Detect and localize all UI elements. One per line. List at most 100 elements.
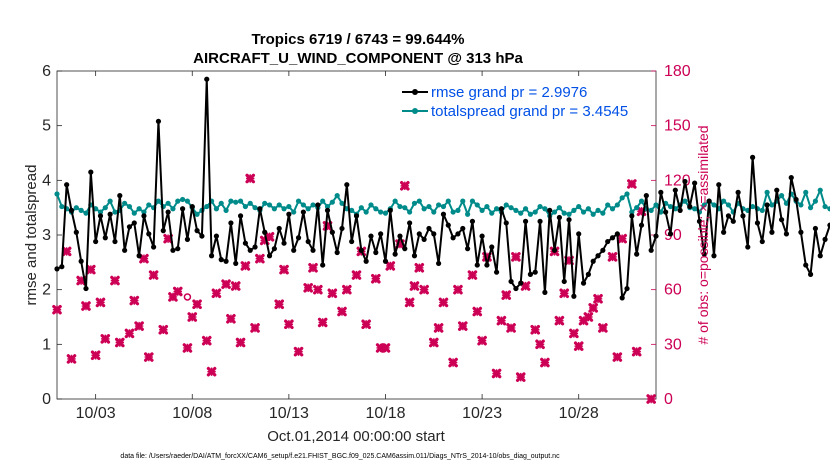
rmse-point	[184, 236, 191, 242]
rmse-point	[136, 253, 142, 259]
totalspread-point	[363, 209, 369, 215]
obs-assimilated-marker	[506, 323, 516, 333]
obs-assimilated-marker	[371, 273, 381, 284]
rmse-point	[667, 231, 674, 237]
y-right-tick-label: 0	[664, 391, 673, 408]
obs-assimilated-marker	[337, 306, 347, 317]
totalspread-point	[218, 200, 224, 206]
obs-assimilated-plus	[439, 298, 448, 307]
totalspread-point	[252, 205, 258, 211]
rmse-point	[605, 238, 611, 245]
y-axis-right-label: # of obs: o=possible; ×=assimilated	[695, 125, 711, 344]
obs-assimilated-marker	[433, 323, 444, 333]
obs-assimilated-plus	[188, 312, 197, 322]
y-left-tick-label: 2	[42, 282, 51, 299]
totalspread-point	[474, 202, 480, 208]
obs-assimilated-marker	[593, 293, 603, 304]
totalspread-point	[701, 202, 707, 208]
obs-assimilated-marker	[255, 253, 265, 264]
obs-assimilated-marker	[226, 314, 236, 324]
rmse-point	[716, 182, 722, 188]
obs-assimilated-plus	[226, 314, 236, 324]
obs-assimilated-plus	[497, 316, 506, 325]
obs-assimilated-plus	[313, 285, 323, 294]
totalspread-point	[397, 203, 403, 210]
rmse-point	[102, 235, 108, 241]
totalspread-point	[295, 198, 302, 204]
rmse-point	[117, 193, 123, 199]
rmse-point	[532, 269, 538, 275]
rmse-point	[334, 249, 340, 256]
totalspread-point	[305, 206, 311, 212]
rmse-point	[344, 182, 350, 188]
rmse-point	[59, 264, 65, 270]
obs-assimilated-marker	[303, 283, 313, 293]
obs-assimilated-marker	[554, 315, 565, 326]
totalspread-point	[624, 191, 630, 197]
rmse-point	[745, 244, 751, 250]
rmse-point	[595, 253, 601, 259]
totalspread-point	[402, 205, 408, 211]
obs-assimilated-plus	[506, 323, 516, 333]
obs-assimilated-plus	[159, 325, 168, 334]
y-left-tick-label: 5	[42, 118, 51, 135]
rmse-point	[740, 213, 746, 219]
obs-assimilated-plus	[168, 292, 178, 302]
totalspread-point	[648, 207, 654, 213]
chart-title-line1: Tropics 6719 / 6743 = 99.644%	[251, 31, 464, 48]
y-right-tick-label: 30	[664, 336, 682, 353]
rmse-point	[778, 217, 785, 223]
obs-assimilated-plus	[144, 352, 153, 362]
rmse-point	[266, 253, 273, 259]
obs-assimilated-marker	[52, 304, 62, 315]
rmse-point	[208, 253, 215, 259]
totalspread-point	[286, 203, 292, 210]
rmse-point	[392, 251, 398, 257]
obs-assimilated-marker	[81, 301, 91, 311]
obs-assimilated-plus	[613, 352, 622, 362]
rmse-point	[556, 214, 562, 221]
y-left-tick-label: 1	[42, 336, 51, 353]
rmse-point	[735, 189, 741, 195]
obs-assimilated-plus	[516, 372, 525, 382]
rmse-point	[242, 240, 248, 246]
rmse-point	[271, 246, 277, 252]
totalspread-point	[527, 211, 534, 217]
rmse-point	[179, 206, 186, 212]
obs-assimilated-plus	[535, 340, 545, 349]
y-axis-left: 0 1 2 3 4 5 6	[42, 63, 62, 408]
rmse-point	[663, 209, 669, 215]
rmse-point	[146, 231, 152, 237]
obs-assimilated-marker	[617, 233, 627, 244]
obs-assimilated-plus	[453, 285, 463, 294]
obs-assimilated-plus	[502, 290, 511, 300]
legend-rmse-marker	[412, 89, 418, 95]
rmse-point	[609, 235, 616, 241]
rmse-point	[551, 247, 558, 253]
rmse-point	[460, 225, 466, 232]
x-tick-label: 10/13	[269, 405, 309, 422]
obs-assimilated-marker	[515, 372, 526, 382]
rmse-point	[397, 233, 403, 239]
totalspread-point	[407, 209, 413, 215]
obs-assimilated-plus	[212, 289, 221, 298]
obs-assimilated-plus	[555, 316, 564, 325]
obs-assimilated-marker	[264, 232, 275, 242]
obs-assimilated-plus	[400, 181, 410, 190]
obs-assimilated-marker	[419, 284, 429, 295]
obs-assimilated-plus	[589, 303, 598, 313]
obs-assimilated-plus	[134, 321, 144, 331]
totalspread-point	[102, 205, 108, 211]
obs-assimilated-plus	[52, 305, 62, 314]
obs-assimilated-plus	[361, 320, 371, 329]
totalspread-point	[576, 203, 582, 210]
rmse-point	[817, 253, 823, 259]
totalspread-point	[807, 205, 814, 211]
rmse-point	[373, 249, 379, 256]
totalspread-point	[339, 200, 345, 206]
rmse-point	[537, 218, 543, 224]
totalspread-point	[426, 203, 432, 210]
x-tick-label: 10/28	[559, 405, 599, 422]
obs-assimilated-marker	[313, 284, 323, 295]
rmse-point	[585, 271, 591, 277]
